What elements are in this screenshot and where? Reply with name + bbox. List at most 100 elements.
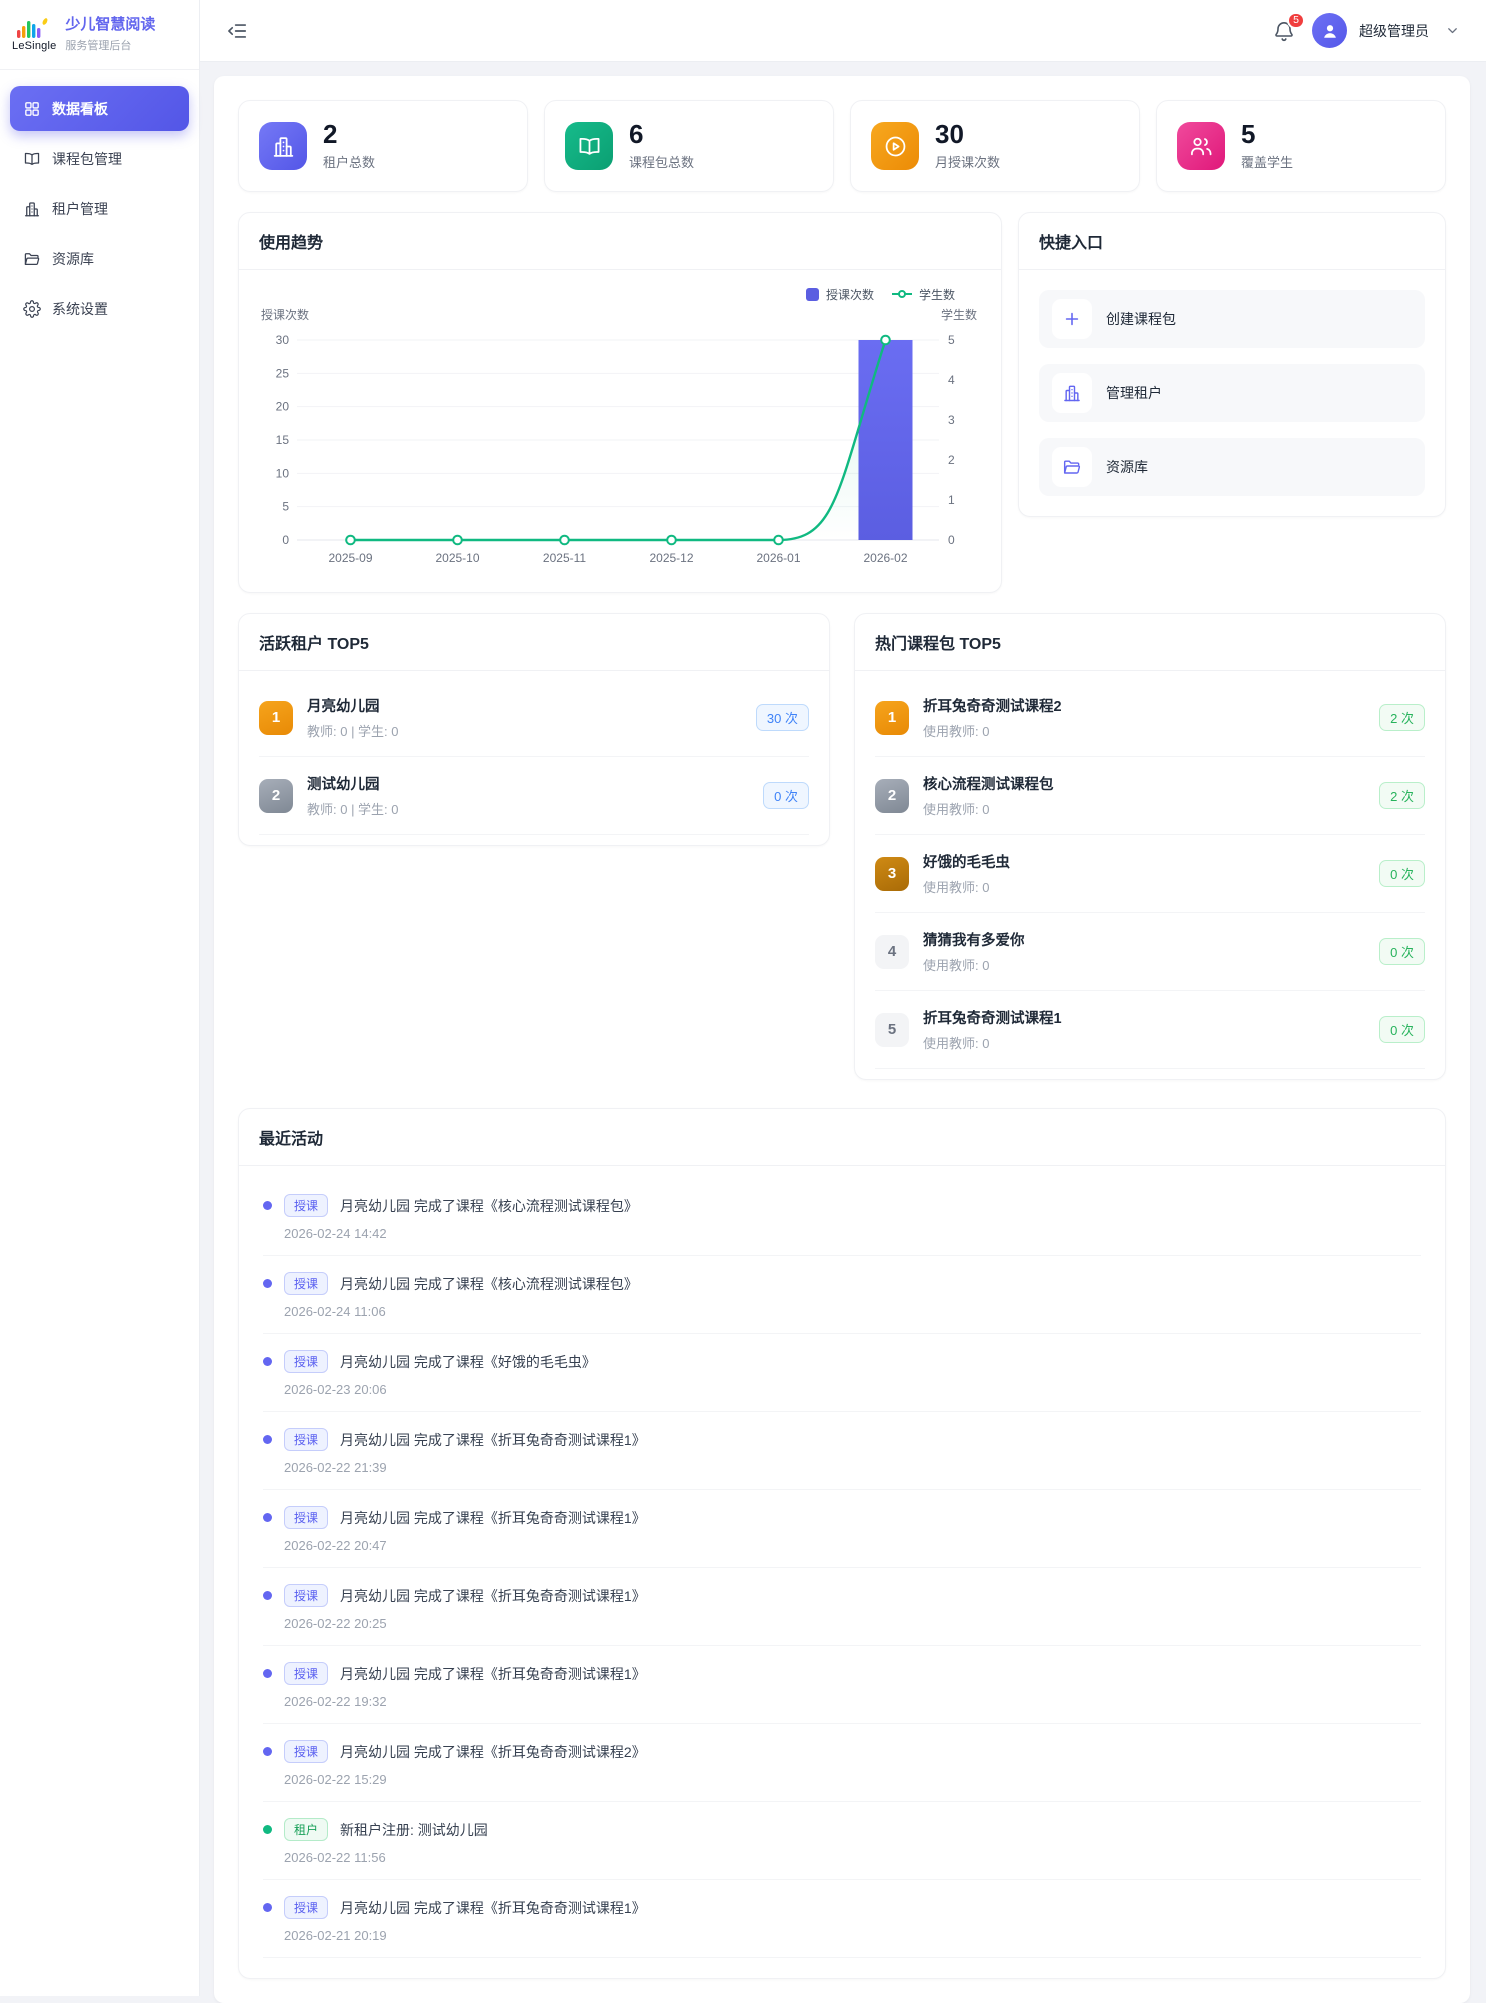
activity-item: 授课 月亮幼儿园 完成了课程《折耳兔奇奇测试课程1》 2026-02-22 20… [263, 1490, 1421, 1569]
quick-entry-label: 创建课程包 [1106, 311, 1176, 328]
activity-item: 授课 月亮幼儿园 完成了课程《核心流程测试课程包》 2026-02-24 14:… [263, 1178, 1421, 1257]
sidebar-item-resources[interactable]: 资源库 [10, 236, 189, 281]
sidebar-item-course-packages[interactable]: 课程包管理 [10, 136, 189, 181]
rank-badge: 2 [259, 778, 293, 813]
activity-timestamp: 2026-02-23 20:06 [284, 1382, 387, 1398]
activity-item: 授课 月亮幼儿园 完成了课程《折耳兔奇奇测试课程1》 2026-02-21 20… [263, 1880, 1421, 1959]
count-badge: 30 次 [755, 704, 809, 732]
dashboard-icon [23, 100, 41, 118]
recent-activity-title: 最近活动 [239, 1109, 1445, 1167]
activity-dot [263, 1825, 272, 1835]
recent-activity-list: 授课 月亮幼儿园 完成了课程《核心流程测试课程包》 2026-02-24 14:… [239, 1166, 1445, 1978]
recent-activity-card: 最近活动 授课 月亮幼儿园 完成了课程《核心流程测试课程包》 2026-02-2… [238, 1108, 1446, 1980]
activity-dot [263, 1279, 272, 1289]
activity-item: 授课 月亮幼儿园 完成了课程《折耳兔奇奇测试课程2》 2026-02-22 15… [263, 1724, 1421, 1803]
package-name: 好饿的毛毛虫 [923, 855, 1010, 872]
activity-timestamp: 2026-02-22 20:47 [284, 1538, 387, 1554]
sidebar-item-tenants[interactable]: 租户管理 [10, 186, 189, 231]
package-name: 猜猜我有多爱你 [923, 933, 1025, 950]
activity-row: 授课 月亮幼儿园 完成了课程《折耳兔奇奇测试课程1》 [263, 1584, 1421, 1608]
activity-text: 月亮幼儿园 完成了课程《核心流程测试课程包》 [340, 1197, 638, 1214]
activity-item: 授课 月亮幼儿园 完成了课程《好饿的毛毛虫》 2026-02-23 20:06 [263, 1334, 1421, 1413]
legend-label: 授课次数 [825, 287, 874, 302]
activity-row: 授课 月亮幼儿园 完成了课程《核心流程测试课程包》 [263, 1194, 1421, 1218]
activity-dot [263, 1357, 272, 1367]
svg-text:10: 10 [276, 467, 290, 481]
building-icon [259, 122, 307, 171]
tenant-meta: 教师: 0 | 学生: 0 [307, 724, 399, 740]
activity-timestamp: 2026-02-22 11:56 [284, 1850, 386, 1866]
building-icon [1052, 373, 1092, 414]
svg-text:2025-10: 2025-10 [435, 551, 479, 565]
stat-value: 30 [935, 119, 964, 149]
top-header: 5 超级管理员 [200, 0, 1486, 62]
quick-entry-manage-tenants[interactable]: 管理租户 [1039, 364, 1425, 423]
rank-badge: 5 [875, 1012, 909, 1047]
package-info: 核心流程测试课程包 使用教师: 0 [923, 773, 1365, 818]
user-name: 超级管理员 [1359, 22, 1429, 39]
package-info: 好饿的毛毛虫 使用教师: 0 [923, 851, 1365, 896]
svg-text:15: 15 [276, 433, 290, 447]
activity-text: 新租户注册: 测试幼儿园 [340, 1821, 488, 1838]
sidebar-collapse-icon[interactable] [226, 20, 248, 42]
tenant-list-item: 1 月亮幼儿园 教师: 0 | 学生: 0 30 次 [259, 679, 809, 758]
package-meta: 使用教师: 0 [923, 880, 990, 896]
quick-entry-card: 快捷入口 创建课程包 管理租户 [1018, 212, 1446, 518]
count-badge: 0 次 [763, 782, 809, 810]
svg-text:3: 3 [948, 413, 955, 427]
package-name: 核心流程测试课程包 [923, 777, 1054, 794]
activity-type-badge: 授课 [284, 1896, 329, 1920]
hot-packages-title: 热门课程包 TOP5 [855, 614, 1445, 672]
folder-icon [23, 250, 41, 268]
svg-text:2026-02: 2026-02 [863, 551, 907, 565]
activity-type-badge: 授课 [284, 1194, 329, 1218]
brand-logo: LeSingle 少儿智慧阅读 服务管理后台 [0, 0, 199, 70]
quick-entry-create-package[interactable]: 创建课程包 [1039, 290, 1425, 349]
activity-dot [263, 1747, 272, 1757]
activity-type-badge: 授课 [284, 1740, 329, 1764]
legend-label: 学生数 [918, 287, 955, 302]
stat-value: 2 [323, 119, 338, 149]
active-tenants-title: 活跃租户 TOP5 [239, 614, 829, 672]
activity-text: 月亮幼儿园 完成了课程《折耳兔奇奇测试课程2》 [340, 1743, 646, 1760]
package-info: 折耳兔奇奇测试课程1 使用教师: 0 [923, 1007, 1365, 1052]
activity-text: 月亮幼儿园 完成了课程《核心流程测试课程包》 [340, 1275, 638, 1292]
sidebar-item-label: 数据看板 [52, 100, 108, 117]
activity-dot [263, 1669, 272, 1679]
activity-dot [263, 1435, 272, 1445]
notification-bell-icon[interactable]: 5 [1272, 11, 1305, 43]
activity-item: 授课 月亮幼儿园 完成了课程《折耳兔奇奇测试课程1》 2026-02-22 21… [263, 1412, 1421, 1491]
usage-chart: 0 5 10 15 20 25 30 0 1 2 3 4 5 授课次数 学生数 2025-09 2025-10 2… [261, 307, 977, 565]
activity-row: 授课 月亮幼儿园 完成了课程《折耳兔奇奇测试课程1》 [263, 1896, 1421, 1920]
svg-text:0: 0 [948, 533, 955, 547]
users-icon [1177, 122, 1225, 171]
sidebar-item-settings[interactable]: 系统设置 [10, 286, 189, 331]
stat-card-monthly-lessons: 30 月授课次数 [850, 100, 1140, 193]
activity-text: 月亮幼儿园 完成了课程《折耳兔奇奇测试课程1》 [340, 1431, 646, 1448]
sidebar-item-dashboard[interactable]: 数据看板 [10, 86, 189, 131]
svg-text:30: 30 [276, 333, 290, 347]
activity-dot [263, 1591, 272, 1601]
avatar[interactable] [1312, 13, 1347, 48]
package-info: 猜猜我有多爱你 使用教师: 0 [923, 929, 1365, 974]
package-meta: 使用教师: 0 [923, 724, 990, 740]
quick-entry-title: 快捷入口 [1019, 213, 1445, 271]
legend-bar-swatch [805, 287, 819, 301]
activity-item: 授课 月亮幼儿园 完成了课程《折耳兔奇奇测试课程1》 2026-02-22 19… [263, 1646, 1421, 1725]
tenant-info: 月亮幼儿园 教师: 0 | 学生: 0 [307, 695, 742, 740]
sidebar-item-label: 系统设置 [52, 300, 108, 317]
count-badge: 0 次 [1379, 1016, 1425, 1044]
main-content: 2 租户总数 6 课程包总数 30 月授课次数 [200, 62, 1486, 2003]
brand-subtitle: 服务管理后台 [65, 39, 132, 52]
logo-mark-icon: LeSingle [12, 17, 56, 52]
chevron-down-icon[interactable] [1445, 23, 1460, 38]
package-meta: 使用教师: 0 [923, 958, 990, 974]
sidebar-item-label: 租户管理 [52, 200, 108, 217]
quick-entry-resources[interactable]: 资源库 [1039, 438, 1425, 497]
legend-item-students: 学生数 [891, 286, 955, 303]
svg-text:2025-09: 2025-09 [328, 551, 372, 565]
activity-timestamp: 2026-02-24 14:42 [284, 1226, 387, 1242]
count-badge: 0 次 [1379, 938, 1425, 966]
package-meta: 使用教师: 0 [923, 1036, 990, 1052]
activity-text: 月亮幼儿园 完成了课程《好饿的毛毛虫》 [340, 1353, 596, 1370]
